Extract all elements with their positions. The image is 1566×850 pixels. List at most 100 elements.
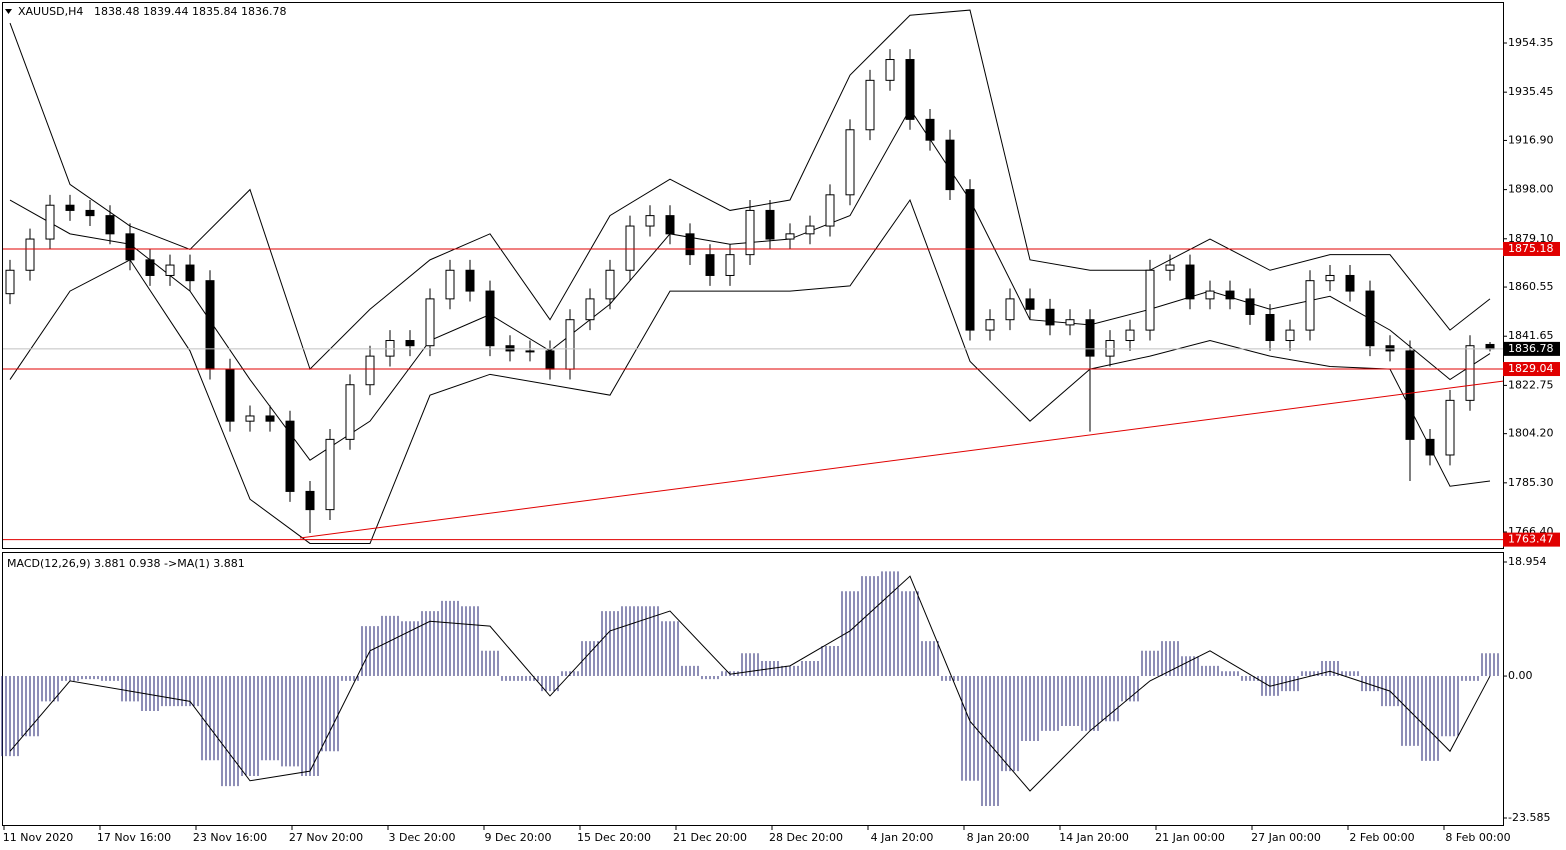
candle-body xyxy=(945,139,955,191)
candle-body xyxy=(1225,290,1235,300)
level-label-box xyxy=(1503,241,1560,256)
candle-body xyxy=(845,129,855,196)
y-tick-label: 1822.75 xyxy=(1508,378,1554,391)
candle-body xyxy=(785,233,795,240)
candle-body xyxy=(885,59,895,81)
candle-body xyxy=(1005,298,1015,321)
candle-body xyxy=(1085,319,1095,357)
x-tick-label: 8 Jan 20:00 xyxy=(967,831,1030,844)
x-tick-label: 3 Dec 20:00 xyxy=(389,831,456,844)
level-label: 1875.18 xyxy=(1508,242,1554,255)
x-tick-label: 9 Dec 20:00 xyxy=(485,831,552,844)
candle-body xyxy=(1365,290,1375,347)
candle-body xyxy=(1245,298,1255,315)
candle-body xyxy=(1305,280,1315,331)
y-tick-label: 1841.65 xyxy=(1508,329,1554,342)
candle-body xyxy=(1285,329,1295,342)
x-tick-label: 15 Dec 20:00 xyxy=(577,831,651,844)
y-tick-label: -23.585 xyxy=(1508,811,1550,824)
candle-body xyxy=(285,420,295,492)
candle-body xyxy=(1445,399,1455,456)
trend-line xyxy=(299,380,1504,539)
candle-body xyxy=(665,215,675,235)
candle-body xyxy=(1485,343,1495,350)
macd-title: MACD(12,26,9) 3.881 0.938 ->MA(1) 3.881 xyxy=(7,557,245,570)
candle-body xyxy=(325,438,335,511)
candle-body xyxy=(565,319,575,370)
candle-body xyxy=(245,415,255,422)
candle-body xyxy=(625,225,635,271)
candle-body xyxy=(165,264,175,276)
candle-body xyxy=(545,350,555,370)
candle-body xyxy=(725,254,735,276)
candle-body xyxy=(1385,345,1395,352)
candle-body xyxy=(385,340,395,357)
candle-body xyxy=(85,209,95,217)
candle-body xyxy=(5,269,15,295)
level-label-box xyxy=(1503,532,1560,547)
candle-body xyxy=(1265,313,1275,342)
candle-body xyxy=(125,233,135,261)
candle-body xyxy=(485,290,495,347)
candle-body xyxy=(1145,269,1155,331)
candle-body xyxy=(465,269,475,292)
y-tick-label: 1935.45 xyxy=(1508,85,1554,98)
candle-body xyxy=(1025,298,1035,310)
y-tick-label: 1804.20 xyxy=(1508,427,1554,440)
menu-arrow xyxy=(5,9,12,14)
candle-body xyxy=(145,259,155,276)
candle-body xyxy=(1405,350,1415,440)
x-tick-label: 8 Feb 00:00 xyxy=(1445,831,1510,844)
candle-body xyxy=(645,215,655,227)
candle-body xyxy=(1185,264,1195,300)
candle-body xyxy=(105,215,115,235)
price-label: 1836.78 xyxy=(1508,342,1554,355)
level-label-box xyxy=(1503,362,1560,377)
price-panel xyxy=(2,2,1504,549)
candle-body xyxy=(585,298,595,321)
candle-body xyxy=(365,355,375,386)
candle-body xyxy=(685,233,695,256)
candle-body xyxy=(805,225,815,235)
x-tick-label: 27 Nov 20:00 xyxy=(289,831,363,844)
y-tick-label: 1916.90 xyxy=(1508,133,1554,146)
candle-body xyxy=(1125,329,1135,342)
candle-body xyxy=(25,238,35,271)
candle-body xyxy=(1325,274,1335,282)
y-tick-label: 18.954 xyxy=(1508,555,1547,568)
x-tick-label: 28 Dec 20:00 xyxy=(769,831,843,844)
price-label-box xyxy=(1503,341,1560,356)
x-tick-label: 2 Feb 00:00 xyxy=(1349,831,1414,844)
candle-body xyxy=(45,204,55,240)
bollinger-band xyxy=(9,198,1491,544)
candle-body xyxy=(1165,264,1175,271)
candle-body xyxy=(965,189,975,331)
y-tick-label: 1898.00 xyxy=(1508,183,1554,196)
y-tick-label: 0.00 xyxy=(1508,669,1533,682)
candle-body xyxy=(925,118,935,141)
candle-body xyxy=(525,350,535,353)
y-tick-label: 1860.55 xyxy=(1508,280,1554,293)
candle-body xyxy=(425,298,435,347)
candle-body xyxy=(705,254,715,276)
candle-body xyxy=(1045,308,1055,326)
y-tick-label: 1785.30 xyxy=(1508,476,1554,489)
symbol-title: XAUUSD,H4 xyxy=(18,5,83,18)
y-tick-label: 1954.35 xyxy=(1508,36,1554,49)
x-tick-label: 17 Nov 16:00 xyxy=(97,831,171,844)
candle-body xyxy=(1205,290,1215,300)
candle-body xyxy=(1345,274,1355,292)
level-label: 1829.04 xyxy=(1508,362,1554,375)
candle-body xyxy=(1465,345,1475,401)
x-tick-label: 14 Jan 20:00 xyxy=(1059,831,1129,844)
candle-body xyxy=(505,345,515,352)
candle-body xyxy=(605,269,615,300)
candle-body xyxy=(765,209,775,240)
candle-body xyxy=(825,194,835,227)
signal-line xyxy=(9,575,1491,792)
candle-body xyxy=(905,59,915,120)
candle-body xyxy=(1425,438,1435,456)
x-tick-label: 21 Jan 00:00 xyxy=(1155,831,1225,844)
